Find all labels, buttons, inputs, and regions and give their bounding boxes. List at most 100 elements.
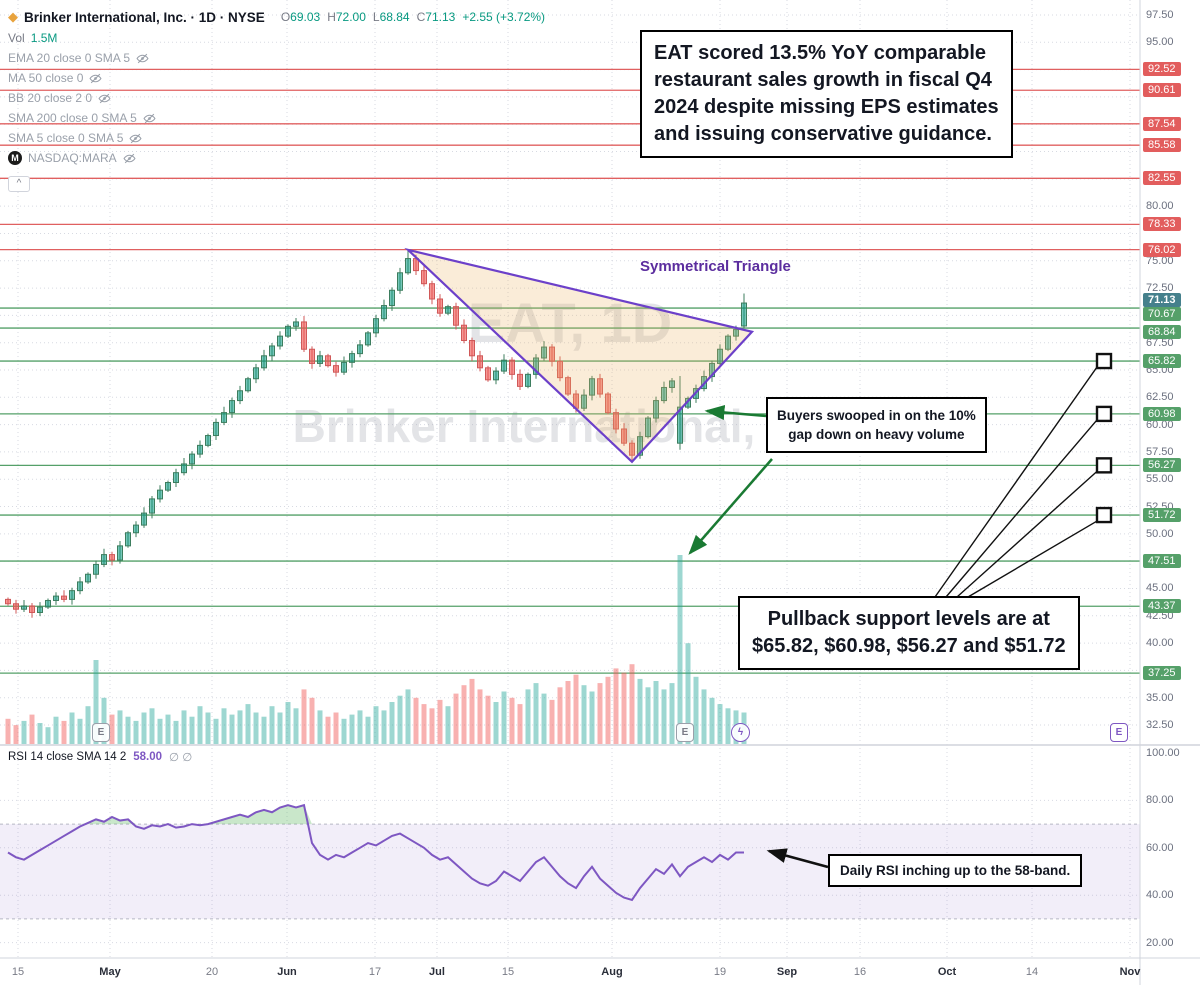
volume-legend-row[interactable]: Vol 1.5M — [8, 28, 545, 48]
pullback-fan-line — [956, 470, 1098, 598]
headline-note-box[interactable]: EAT scored 13.5% YoY comparable restaura… — [640, 30, 1013, 158]
rsi-axis-label: 20.00 — [1146, 936, 1174, 949]
rsi-hidden-values: ∅ ∅ — [169, 752, 193, 764]
price-axis-label: 55.00 — [1146, 473, 1174, 486]
time-axis-label: Jun — [277, 966, 297, 978]
buyers-note-box[interactable]: Buyers swooped in on the 10% gap down on… — [766, 397, 987, 453]
price-axis-label: 80.00 — [1146, 200, 1174, 213]
indicator-row-mara[interactable]: M NASDAQ:MARA — [8, 148, 545, 168]
legend-panel: ◆ Brinker International, Inc. · 1D · NYS… — [8, 6, 545, 192]
price-axis-label: 50.00 — [1146, 527, 1174, 540]
indicator-label: BB 20 close 2 0 — [8, 91, 93, 105]
visibility-off-icon[interactable] — [89, 72, 102, 85]
pullback-note-line: $65.82, $60.98, $56.27 and $51.72 — [752, 635, 1066, 657]
buyers-note-line: gap down on heavy volume — [788, 427, 965, 442]
support-target-square[interactable] — [1095, 506, 1113, 524]
time-axis-label: 17 — [368, 966, 382, 978]
time-axis-label: Aug — [601, 966, 623, 978]
price-axis-label: 62.50 — [1146, 391, 1174, 404]
visibility-off-icon[interactable] — [129, 132, 142, 145]
ohlc-high-label: H — [327, 10, 336, 24]
indicator-row-ema20[interactable]: EMA 20 close 0 SMA 5 — [8, 48, 545, 68]
indicator-label: EMA 20 close 0 SMA 5 — [8, 51, 131, 65]
rsi-axis-label: 40.00 — [1146, 889, 1174, 902]
symbol-title[interactable]: Brinker International, Inc. · 1D · NYSE — [24, 9, 265, 25]
headline-line: and issuing conservative guidance. — [654, 123, 992, 145]
time-axis-label: Oct — [937, 966, 957, 978]
ohlc-low-value: 68.84 — [379, 10, 410, 24]
visibility-off-icon[interactable] — [143, 112, 156, 125]
price-axis-label: 45.00 — [1146, 582, 1174, 595]
visibility-off-icon[interactable] — [98, 92, 111, 105]
time-axis-label: 20 — [205, 966, 219, 978]
price-level-tag: 68.84 — [1143, 325, 1181, 340]
price-axis-label: 32.50 — [1146, 718, 1174, 731]
rsi-current-value: 58.00 — [133, 751, 163, 763]
earnings-marker-icon[interactable]: E — [92, 723, 110, 742]
time-axis-label: 16 — [853, 966, 867, 978]
volume-value: 1.5M — [30, 31, 58, 45]
volume-label: Vol — [8, 31, 25, 45]
rsi-axis-label: 60.00 — [1146, 841, 1174, 854]
price-level-tag: 90.61 — [1143, 83, 1181, 98]
rsi-arrow[interactable] — [766, 848, 829, 869]
price-axis[interactable]: 97.50 95.00 80.00 75.00 72.50 67.50 65.00 62.50… — [1141, 0, 1200, 958]
indicator-label: SMA 200 close 0 SMA 5 — [8, 111, 137, 125]
svg-text:Brinker International, Inc.: Brinker International, Inc. — [293, 400, 848, 452]
symbol-logo-icon: ◆ — [8, 9, 18, 24]
support-target-square[interactable] — [1095, 405, 1113, 423]
indicator-row-sma5[interactable]: SMA 5 close 0 SMA 5 — [8, 128, 545, 148]
pullback-note-box[interactable]: Pullback support levels are at $65.82, $… — [738, 596, 1080, 670]
price-axis-label: 75.00 — [1146, 254, 1174, 267]
earnings-marker-icon[interactable]: E — [1110, 723, 1128, 742]
time-axis-label: 15 — [501, 966, 515, 978]
symbol-header-row[interactable]: ◆ Brinker International, Inc. · 1D · NYS… — [8, 6, 545, 28]
price-axis-label: 97.50 — [1146, 9, 1174, 21]
indicator-row-sma200[interactable]: SMA 200 close 0 SMA 5 — [8, 108, 545, 128]
price-axis-label: 35.00 — [1146, 691, 1174, 704]
legend-collapse-button[interactable]: ^ — [8, 176, 30, 192]
time-axis-label: 14 — [1025, 966, 1039, 978]
price-level-tag: 78.33 — [1143, 217, 1181, 232]
earnings-flash-icon[interactable]: ϟ — [731, 723, 750, 742]
ohlc-close-label: C — [416, 10, 426, 24]
ohlc-readout: O69.03 H72.00 L68.84 C71.13 +2.55 (+3.72… — [281, 10, 545, 24]
price-axis-label: 60.00 — [1146, 418, 1174, 431]
earnings-marker-icon[interactable]: E — [676, 723, 694, 742]
support-target-square[interactable] — [1095, 457, 1113, 474]
volume-layer — [5, 555, 747, 744]
symmetrical-triangle-drawing[interactable] — [404, 247, 755, 464]
support-target-square[interactable] — [1095, 352, 1113, 370]
indicator-row-bb20[interactable]: BB 20 close 2 0 — [8, 88, 545, 108]
time-axis-label: May — [99, 966, 121, 978]
pattern-label[interactable]: Symmetrical Triangle — [640, 258, 791, 275]
candles-layer — [5, 250, 747, 618]
rsi-legend-row[interactable]: RSI 14 close SMA 14 2 58.00 ∅ ∅ — [8, 750, 192, 764]
time-axis-label: Nov — [1119, 966, 1141, 978]
levels-layer — [0, 68, 1140, 674]
rsi-axis[interactable]: 100.00 80.00 60.00 40.00 20.00 — [1141, 745, 1200, 958]
ohlc-high-value: 72.00 — [335, 10, 366, 24]
price-level-tag: 51.72 — [1143, 508, 1181, 523]
indicator-label: NASDAQ:MARA — [28, 151, 117, 165]
visibility-off-icon[interactable] — [123, 152, 136, 165]
visibility-off-icon[interactable] — [136, 52, 149, 65]
rsi-indicator-label: RSI 14 close SMA 14 2 — [8, 751, 127, 763]
time-axis-label: 15 — [11, 966, 25, 978]
price-level-tag: 47.51 — [1143, 554, 1181, 569]
indicator-row-ma50[interactable]: MA 50 close 0 — [8, 68, 545, 88]
price-level-tag: 82.55 — [1143, 171, 1181, 186]
rsi-note-box[interactable]: Daily RSI inching up to the 58-band. — [828, 854, 1083, 887]
price-level-tag: 70.67 — [1143, 307, 1181, 322]
time-axis-label: 19 — [713, 966, 727, 978]
buyers-arrow-candle[interactable] — [704, 405, 767, 420]
pullback-fan-line — [934, 366, 1098, 598]
last-price-tag: 71.13 — [1143, 293, 1181, 308]
buyers-arrow-volume[interactable] — [688, 458, 773, 555]
headline-line: 2024 despite missing EPS estimates — [654, 96, 999, 118]
time-axis[interactable]: 15 May 20 Jun 17 Jul 15 Aug 19 Sep 16 Oct 14 Nov — [0, 960, 1200, 985]
rsi-axis-label: 100.00 — [1146, 747, 1180, 759]
price-level-tag: 65.82 — [1143, 354, 1181, 369]
